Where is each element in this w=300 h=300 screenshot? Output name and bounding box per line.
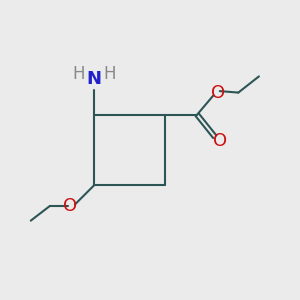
Text: O: O bbox=[213, 132, 227, 150]
Text: H: H bbox=[73, 65, 85, 83]
Text: O: O bbox=[211, 84, 225, 102]
Text: H: H bbox=[103, 65, 116, 83]
Text: N: N bbox=[87, 70, 102, 88]
Text: O: O bbox=[63, 197, 77, 215]
